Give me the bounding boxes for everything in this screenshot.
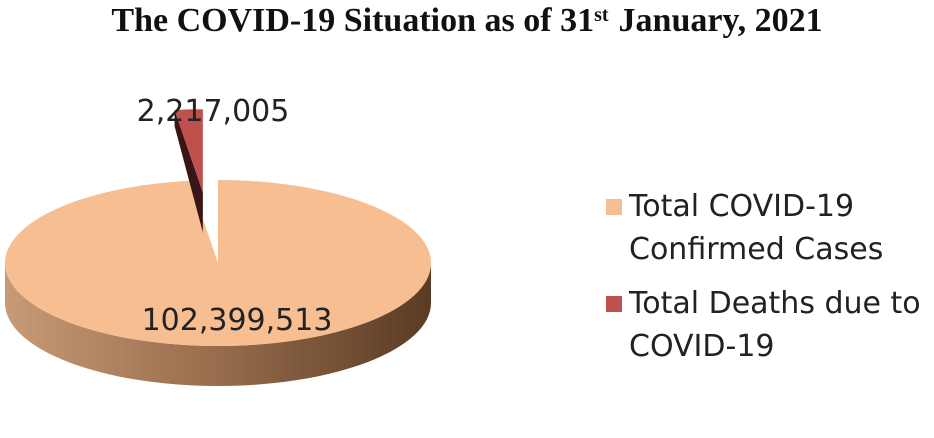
chart-title-superscript: st [594, 4, 609, 26]
pie-slice-confirmed [4, 180, 431, 346]
chart-title-prefix: The COVID-19 Situation as of 31 [111, 2, 595, 39]
legend-item-confirmed: Total COVID-19 Confirmed Cases [606, 186, 929, 271]
legend-swatch-deaths [606, 296, 622, 313]
legend-swatch-confirmed [606, 199, 622, 215]
legend-label-deaths: Total Deaths due to COVID-19 [629, 286, 921, 364]
pie-slice-confirmed-side [5, 263, 431, 386]
legend-label-confirmed: Total COVID-19 Confirmed Cases [629, 189, 884, 267]
chart-legend: Total COVID-19 Confirmed Cases Total Dea… [606, 186, 929, 368]
pie-slice-deaths [174, 109, 203, 193]
chart-title: The COVID-19 Situation as of 31st January… [0, 2, 934, 40]
data-label-deaths: 2,217,005 [137, 94, 290, 129]
pie-slice-deaths-side [174, 110, 203, 233]
chart-title-suffix: January, 2021 [618, 2, 823, 39]
data-label-confirmed: 102,399,513 [142, 303, 333, 338]
legend-item-deaths: Total Deaths due to COVID-19 [606, 283, 929, 368]
